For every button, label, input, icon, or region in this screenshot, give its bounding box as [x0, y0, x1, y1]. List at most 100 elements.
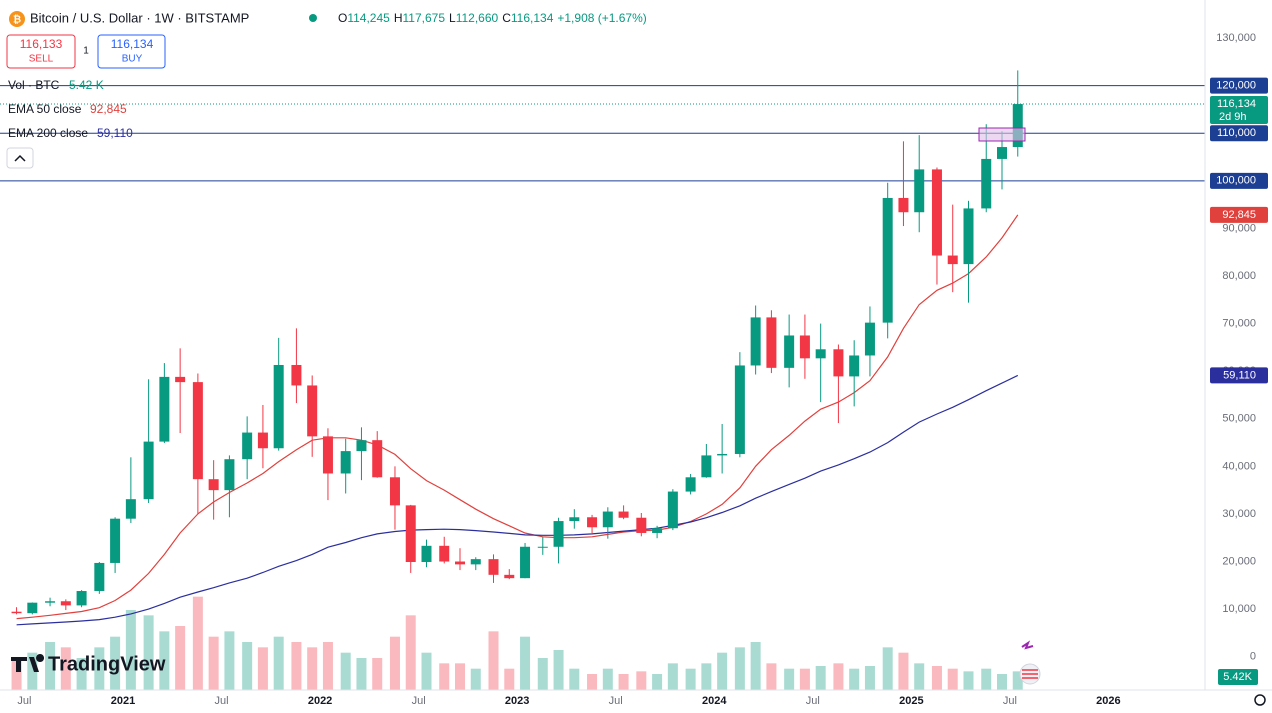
quantity[interactable]: 1 [83, 46, 89, 57]
candle-body [996, 147, 1007, 159]
hline-label: 110,000 [1217, 127, 1256, 139]
volume-bar [849, 668, 860, 690]
candle-body [1012, 104, 1023, 148]
brand-name: TradingView [48, 653, 166, 675]
volume-bar [717, 652, 728, 690]
candle-body [110, 518, 121, 563]
candle-body [931, 169, 942, 256]
volume-bar [734, 647, 745, 690]
volume-legend-name: Vol · BTC [8, 78, 60, 92]
candle-body [455, 561, 466, 565]
candle-body [833, 349, 844, 377]
candle-body [340, 451, 351, 474]
y-tick-label: 130,000 [1216, 32, 1256, 44]
events-icon[interactable] [1021, 640, 1034, 650]
volume-bar [520, 636, 531, 690]
hline-label: 120,000 [1216, 80, 1256, 92]
candle-body [914, 169, 925, 213]
brand-logo [11, 654, 45, 672]
candle-body [273, 364, 284, 449]
ema200-legend-value: 59,110 [97, 126, 133, 140]
volume-bar [963, 671, 974, 690]
y-tick-label: 10,000 [1222, 603, 1256, 615]
volume-bar [898, 652, 909, 690]
candle-body [602, 511, 613, 528]
buy-price[interactable]: 116,134 [111, 37, 154, 51]
volume-bar [208, 636, 219, 690]
volume-bar [421, 652, 432, 690]
candle-body [685, 477, 696, 492]
candle-body [439, 545, 450, 562]
candle-body [356, 440, 367, 452]
y-tick-label: 50,000 [1222, 413, 1256, 425]
buy-button[interactable] [97, 34, 166, 69]
x-tick-label: Jul [806, 695, 820, 707]
ohlc-value: 112,660 [456, 11, 499, 25]
candle-body [242, 432, 253, 460]
y-tick-label: 20,000 [1222, 555, 1256, 567]
volume-bar [372, 658, 383, 690]
collapse-legend-button[interactable] [6, 147, 34, 169]
volume-bar [470, 668, 481, 690]
market-status[interactable] [309, 14, 317, 22]
volume-bar [618, 674, 629, 690]
last-price-label-bg [1210, 96, 1268, 125]
candle-body [734, 365, 745, 454]
candle-body [849, 355, 860, 377]
hline-label-bg [1210, 77, 1268, 94]
candle-body [799, 335, 810, 359]
volume-bar [667, 663, 678, 690]
symbol-icon-glyph: ₿ [13, 14, 21, 26]
volume-bar [537, 658, 548, 690]
candle-body [898, 197, 909, 213]
sell-label[interactable]: SELL [29, 54, 54, 65]
candle-body [27, 602, 38, 614]
ema50-legend-name: EMA 50 close [8, 102, 82, 116]
candle-body [192, 382, 203, 480]
volume-bar [587, 674, 598, 690]
candle-body [537, 546, 548, 548]
volume-bar [864, 666, 875, 690]
volume-label-bg [1218, 669, 1258, 685]
volume-bar [110, 636, 121, 690]
candle-body [784, 335, 795, 368]
sell-button[interactable] [6, 34, 76, 69]
volume-bar [224, 631, 235, 690]
volume-bar [307, 647, 318, 690]
volume-bar [60, 647, 71, 690]
candle-body [488, 559, 499, 575]
x-tick-label: 2023 [505, 695, 529, 707]
drawing-rectangle[interactable] [978, 127, 1026, 142]
x-tick-label: 2026 [1096, 695, 1120, 707]
y-tick-label: 0 [1250, 651, 1256, 663]
volume-bar [273, 636, 284, 690]
sell-price[interactable]: 116,133 [20, 37, 63, 51]
settings-icon[interactable] [1254, 694, 1266, 706]
candle-body [963, 208, 974, 265]
ema-price-label: 59,110 [1223, 369, 1256, 381]
volume-bar [833, 663, 844, 690]
legend: ₿ Bitcoin / U.S. Dollar · 1W · BITSTAMP … [6, 10, 1266, 706]
volume-bar [636, 671, 647, 690]
volume-bar [389, 636, 400, 690]
candle-body [11, 611, 22, 614]
volume-bar [159, 631, 170, 690]
volume-bar [439, 663, 450, 690]
candle-body [815, 349, 826, 359]
candle-body [421, 545, 432, 562]
candle-body [372, 440, 383, 478]
volume-bar [996, 674, 1007, 690]
volume-bar [322, 642, 333, 690]
buy-label[interactable]: BUY [122, 54, 143, 65]
hline-label-bg [1210, 125, 1268, 142]
x-tick-label: 2025 [899, 695, 923, 707]
symbol-icon [9, 11, 25, 27]
symbol-title: Bitcoin / U.S. Dollar · 1W · BITSTAMP [30, 10, 249, 25]
x-tick-label: Jul [214, 695, 228, 707]
ohlc-label: H [394, 11, 403, 25]
volume-bar [257, 647, 268, 690]
y-tick-label: 40,000 [1222, 460, 1256, 472]
volume-bar [340, 652, 351, 690]
